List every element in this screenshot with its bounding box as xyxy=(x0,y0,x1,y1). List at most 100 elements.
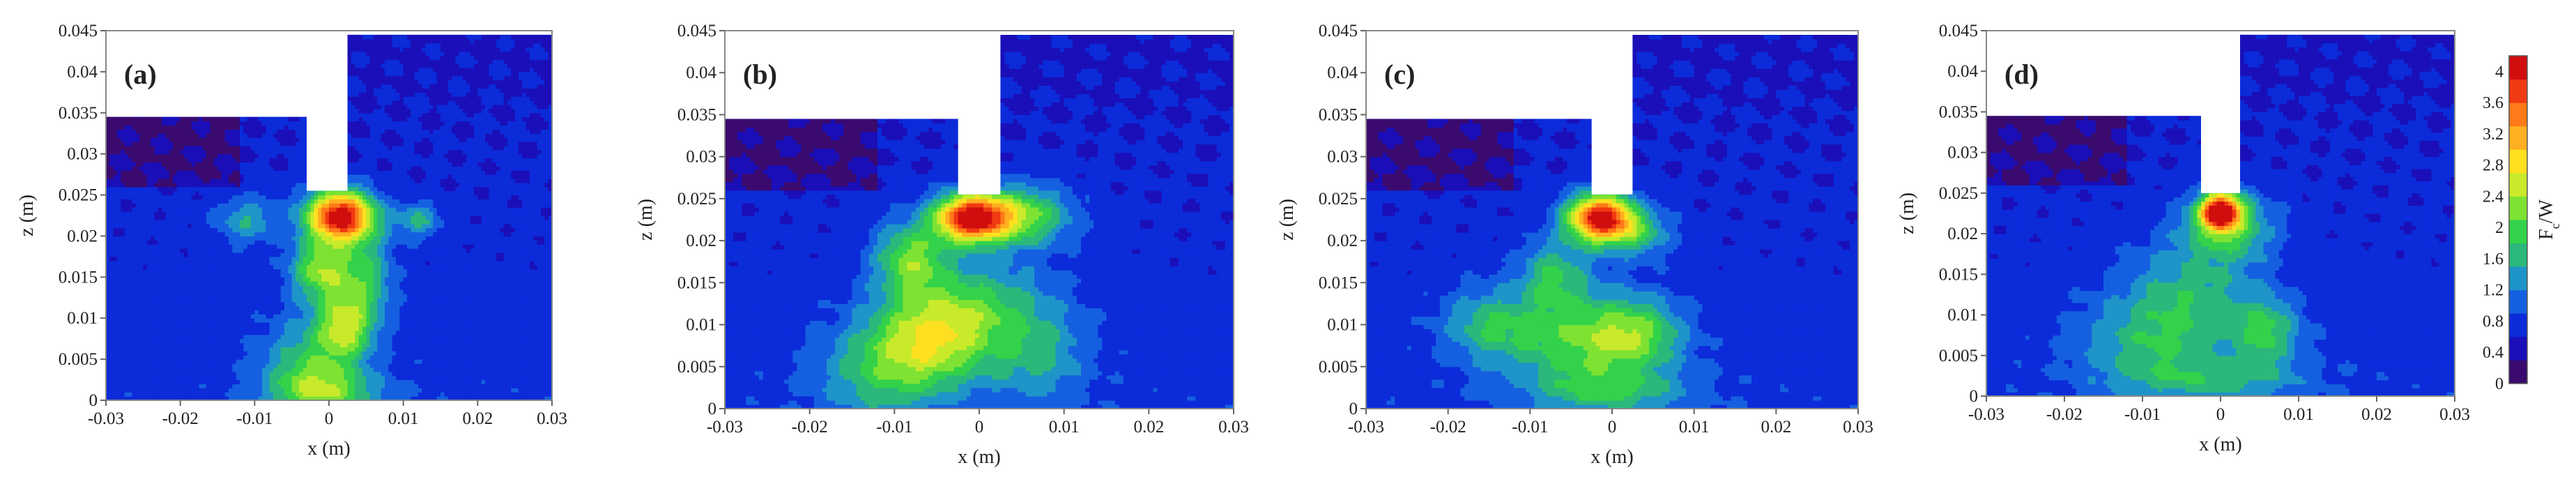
heat-cell xyxy=(132,248,137,253)
heat-cell xyxy=(296,179,300,183)
heat-cell xyxy=(280,125,285,130)
heat-cell xyxy=(143,396,148,400)
heat-cell xyxy=(139,203,144,208)
heat-cell xyxy=(277,338,282,344)
heat-cell xyxy=(221,199,226,204)
heat-cell xyxy=(269,55,274,60)
heat-cell xyxy=(269,108,274,114)
heat-cell xyxy=(132,34,137,40)
heat-cell xyxy=(132,182,137,188)
heat-cell xyxy=(206,149,210,155)
heat-cell xyxy=(269,75,274,81)
heat-cell xyxy=(154,211,159,216)
heat-cell xyxy=(199,59,204,64)
heat-cell xyxy=(210,314,215,319)
heat-cell xyxy=(310,363,315,368)
heat-cell xyxy=(146,125,151,130)
heat-cell xyxy=(224,347,229,351)
heat-cell xyxy=(184,179,188,183)
heat-cell xyxy=(199,375,204,381)
heat-cell xyxy=(229,195,233,200)
heat-cell xyxy=(165,211,170,216)
heat-cell xyxy=(213,285,218,290)
heat-cell xyxy=(106,211,110,216)
heat-cell xyxy=(169,227,174,233)
heat-cell xyxy=(236,133,240,138)
heat-cell xyxy=(132,355,137,360)
panel-1: -0.03 -0.02 -0.01 0 0.01 0.02 0.0300.0050.010.… xyxy=(16,22,567,460)
heat-cell xyxy=(191,166,196,171)
heat-cell xyxy=(139,322,144,327)
heat-cell xyxy=(173,281,177,286)
heat-cell xyxy=(162,170,166,175)
heat-cell xyxy=(106,207,110,212)
heat-cell xyxy=(173,105,177,109)
heat-cell xyxy=(240,170,244,175)
heat-cell xyxy=(151,186,155,192)
heat-cell xyxy=(284,186,289,192)
heat-cell xyxy=(169,211,174,216)
heat-cell xyxy=(146,195,151,200)
heat-cell xyxy=(224,186,229,192)
heat-cell xyxy=(109,108,114,114)
heat-cell xyxy=(151,314,155,319)
heat-cell xyxy=(302,396,307,400)
heat-cell xyxy=(106,396,110,400)
heat-cell xyxy=(139,273,144,278)
heat-cell xyxy=(247,96,252,101)
heat-cell xyxy=(266,51,270,56)
heat-cell xyxy=(143,285,148,290)
heat-cell xyxy=(124,264,129,270)
heat-cell xyxy=(173,112,177,118)
heat-cell xyxy=(128,43,132,48)
heat-cell xyxy=(280,371,285,377)
heat-cell xyxy=(173,244,177,249)
heat-cell xyxy=(121,186,125,192)
heat-cell xyxy=(262,281,266,286)
heat-cell xyxy=(258,227,263,233)
heat-cell xyxy=(269,51,274,56)
heat-cell xyxy=(224,125,229,130)
heat-cell xyxy=(269,232,274,237)
heat-cell xyxy=(247,256,252,261)
heat-cell xyxy=(195,318,199,323)
heat-cell xyxy=(139,158,144,163)
heat-cell xyxy=(187,153,192,159)
heat-cell xyxy=(146,301,151,307)
heat-cell xyxy=(299,260,304,266)
heat-cell xyxy=(251,38,255,44)
heat-cell xyxy=(236,314,240,319)
heat-cell xyxy=(284,379,289,385)
heat-cell xyxy=(162,186,166,192)
heat-cell xyxy=(206,215,210,220)
heat-cell xyxy=(180,179,185,183)
heat-cell xyxy=(217,38,222,44)
heat-cell xyxy=(191,240,196,245)
heat-cell xyxy=(288,96,293,101)
heat-cell xyxy=(243,199,248,204)
heat-cell xyxy=(206,371,210,377)
heat-cell xyxy=(162,211,166,216)
heat-cell xyxy=(269,305,274,311)
heat-cell xyxy=(310,301,315,307)
heat-cell xyxy=(258,38,263,44)
heat-cell xyxy=(191,174,196,179)
heat-cell xyxy=(139,170,144,175)
heat-cell xyxy=(146,384,151,388)
heat-cell xyxy=(146,182,151,188)
heat-cell xyxy=(202,359,207,364)
heat-cell xyxy=(273,142,277,146)
heat-cell xyxy=(302,359,307,364)
heat-cell xyxy=(280,384,285,388)
heat-cell xyxy=(154,293,159,298)
heat-cell xyxy=(195,92,199,97)
heat-cell xyxy=(176,367,181,372)
heat-cell xyxy=(277,207,282,212)
heat-cell xyxy=(288,355,293,360)
heat-cell xyxy=(173,71,177,77)
heat-cell xyxy=(299,195,304,200)
heat-cell xyxy=(128,260,132,266)
heat-cell xyxy=(262,108,266,114)
heat-cell xyxy=(135,92,140,97)
heat-cell xyxy=(236,260,240,266)
